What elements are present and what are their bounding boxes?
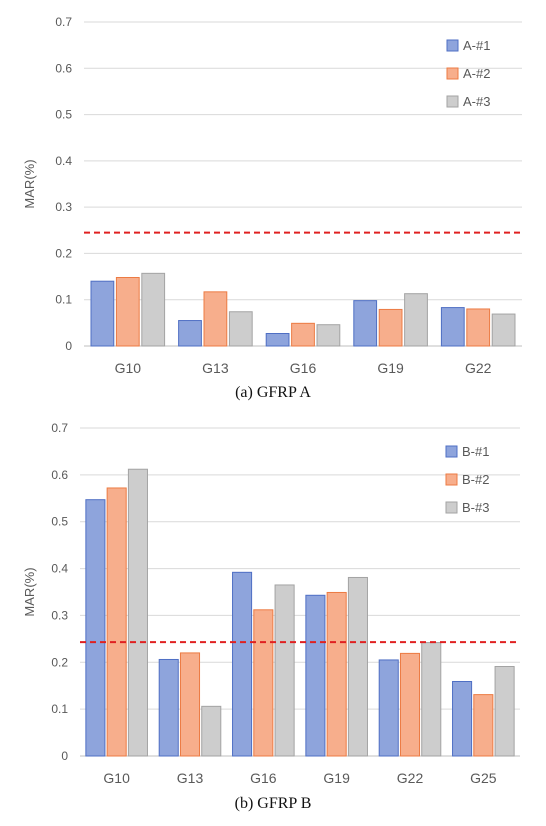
bar <box>232 571 253 757</box>
bar <box>316 324 341 347</box>
bar <box>326 591 347 757</box>
x-tick-label: G16 <box>250 770 277 786</box>
bar <box>115 276 140 347</box>
chart-gfrp-a: 0 0.1 0.2 0.3 0.4 0.5 0.6 0.7 MAR(%) G10 G13 G16 G19… <box>22 15 522 376</box>
y-tick-label: 0.6 <box>51 468 68 482</box>
y-tick-label: 0.6 <box>55 61 72 75</box>
bar <box>253 609 274 757</box>
y-tick-label: 0.1 <box>55 293 72 307</box>
bar <box>158 658 179 757</box>
bar <box>228 311 253 347</box>
y-axis-label: MAR(%) <box>22 567 37 616</box>
x-tick-label: G13 <box>202 360 229 376</box>
y-tick-label: 0.4 <box>55 154 72 168</box>
caption-gfrp-a: (a) GFRP A <box>235 384 311 401</box>
bar <box>274 584 295 757</box>
y-tick-label: 0.1 <box>51 702 68 716</box>
y-tick-label: 0.7 <box>55 15 72 29</box>
y-tick-label: 0.3 <box>51 608 68 622</box>
y-axis-label: MAR(%) <box>22 159 37 208</box>
x-tick-label: G10 <box>103 770 130 786</box>
bar <box>378 659 399 757</box>
legend-swatch <box>445 473 458 486</box>
legend-label: B-#3 <box>462 500 489 515</box>
legend-label: B-#2 <box>462 472 489 487</box>
bar <box>353 300 378 347</box>
legend-label: A-#2 <box>463 66 490 81</box>
bar <box>494 666 515 757</box>
y-tick-label: 0.2 <box>55 246 72 260</box>
legend-swatch <box>446 95 459 108</box>
legend-swatch <box>445 501 458 514</box>
bar <box>201 705 222 757</box>
bar <box>440 307 465 347</box>
bar <box>127 468 148 757</box>
bar <box>466 308 491 347</box>
y-tick-label: 0 <box>61 749 68 763</box>
y-tick-label: 0 <box>65 339 72 353</box>
bar <box>399 652 421 757</box>
y-tick-label: 0.4 <box>51 562 68 576</box>
bar <box>265 333 290 347</box>
bar <box>404 293 428 347</box>
bar <box>106 487 127 757</box>
x-tick-label: G25 <box>470 770 497 786</box>
bar <box>90 280 115 347</box>
x-tick-label: G22 <box>397 770 424 786</box>
x-tick-label: G13 <box>177 770 204 786</box>
legend-label: A-#3 <box>463 94 490 109</box>
bar <box>452 680 473 757</box>
y-tick-label: 0.2 <box>51 655 68 669</box>
y-tick-label: 0.7 <box>51 421 68 435</box>
bar <box>85 499 106 757</box>
legend-swatch <box>446 39 459 52</box>
bar <box>179 652 201 757</box>
y-tick-label: 0.5 <box>51 515 68 529</box>
x-tick-label: G10 <box>115 360 142 376</box>
bar <box>305 594 326 757</box>
bar <box>421 642 442 757</box>
bar <box>491 313 516 347</box>
x-tick-label: G16 <box>290 360 317 376</box>
bar <box>347 576 368 757</box>
legend-swatch <box>446 67 459 80</box>
legend-label: B-#1 <box>462 444 489 459</box>
x-tick-label: G22 <box>465 360 492 376</box>
bar <box>178 320 202 347</box>
bar <box>378 308 403 347</box>
legend-label: A-#1 <box>463 38 490 53</box>
bar <box>141 272 166 347</box>
x-tick-label: G19 <box>323 770 350 786</box>
bar <box>473 694 494 757</box>
legend-swatch <box>445 445 458 458</box>
bar <box>203 291 228 347</box>
chart-gfrp-b: 0 0.1 0.2 0.3 0.4 0.5 0.6 0.7 MAR(%) G10 G13 G16 G19… <box>22 421 520 786</box>
y-tick-label: 0.3 <box>55 200 72 214</box>
caption-gfrp-b: (b) GFRP B <box>234 795 312 812</box>
bar <box>291 322 315 347</box>
x-tick-label: G19 <box>377 360 404 376</box>
y-tick-label: 0.5 <box>55 108 72 122</box>
